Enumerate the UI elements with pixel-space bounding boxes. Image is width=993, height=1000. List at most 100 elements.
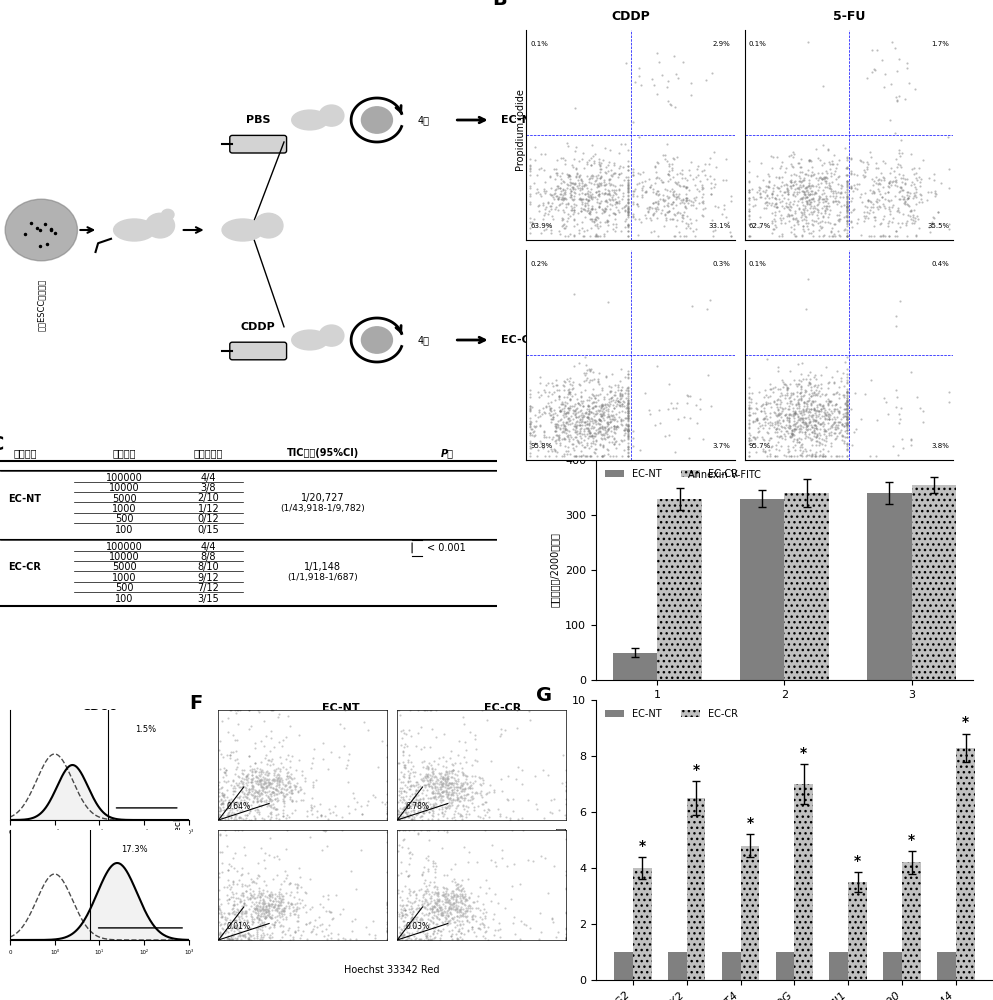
Point (476, 905, 492, 921)
Point (259, 771, 275, 787)
Point (845, 183, 861, 199)
Point (401, 845, 417, 861)
Point (594, 380, 610, 396)
Point (827, 193, 843, 209)
Point (225, 874, 241, 890)
Point (444, 910, 460, 926)
Point (801, 152, 817, 168)
Point (803, 417, 819, 433)
Point (583, 404, 599, 420)
Point (773, 399, 788, 415)
Point (262, 888, 278, 904)
Point (782, 199, 798, 215)
Point (615, 387, 631, 403)
Point (393, 854, 409, 870)
Point (245, 903, 261, 919)
Point (773, 409, 788, 425)
Point (839, 228, 855, 244)
Point (213, 920, 229, 936)
Point (893, 132, 909, 148)
Point (360, 926, 376, 942)
Point (795, 184, 811, 200)
Point (621, 385, 637, 401)
Point (580, 423, 596, 439)
Point (552, 403, 568, 419)
Point (663, 196, 679, 212)
Point (770, 428, 785, 444)
Point (802, 401, 818, 417)
Point (618, 410, 634, 426)
Point (448, 892, 464, 908)
Point (452, 755, 468, 771)
Point (522, 402, 538, 418)
Point (256, 896, 272, 912)
Point (815, 397, 831, 413)
Point (797, 419, 813, 435)
Point (212, 803, 227, 819)
Point (809, 397, 825, 413)
Point (785, 431, 801, 447)
Point (824, 397, 840, 413)
Point (309, 803, 325, 819)
Point (890, 202, 906, 218)
Point (843, 193, 859, 209)
Point (522, 178, 538, 194)
Point (419, 782, 435, 798)
Point (568, 139, 584, 155)
Point (594, 448, 610, 464)
Point (889, 178, 905, 194)
Point (472, 770, 488, 786)
Text: 0.3%: 0.3% (713, 260, 731, 266)
Point (833, 177, 849, 193)
Text: 1.7%: 1.7% (931, 40, 949, 46)
Point (251, 704, 267, 720)
Point (252, 916, 268, 932)
Point (831, 379, 847, 395)
Point (439, 770, 455, 786)
Point (906, 212, 922, 228)
Point (741, 400, 757, 416)
Point (823, 165, 839, 181)
Point (798, 403, 814, 419)
Point (576, 447, 592, 463)
Point (767, 379, 782, 395)
Point (213, 780, 229, 796)
Point (857, 210, 873, 226)
Point (590, 178, 606, 194)
Point (748, 444, 764, 460)
Point (558, 782, 574, 798)
Point (214, 926, 230, 942)
Point (254, 782, 270, 798)
Point (581, 416, 597, 432)
Point (839, 173, 855, 189)
Point (236, 895, 252, 911)
Point (827, 397, 843, 413)
Point (581, 361, 597, 377)
Point (757, 410, 773, 426)
Point (790, 394, 806, 410)
Point (414, 866, 430, 882)
Point (221, 747, 237, 763)
Text: 肿瘤发生率: 肿瘤发生率 (194, 448, 223, 458)
Point (238, 810, 254, 826)
Point (758, 396, 774, 412)
Point (601, 428, 617, 444)
Point (560, 386, 576, 402)
Point (768, 414, 783, 430)
Point (558, 791, 574, 807)
Point (413, 910, 429, 926)
Point (538, 429, 554, 445)
Point (514, 762, 530, 778)
Point (672, 192, 688, 208)
Point (896, 167, 912, 183)
Point (440, 790, 456, 806)
Point (253, 793, 269, 809)
Point (767, 404, 782, 420)
Point (256, 780, 272, 796)
Point (570, 180, 586, 196)
Point (601, 421, 617, 437)
Point (256, 908, 272, 924)
Point (241, 877, 257, 893)
Point (565, 181, 581, 197)
Point (604, 390, 620, 406)
